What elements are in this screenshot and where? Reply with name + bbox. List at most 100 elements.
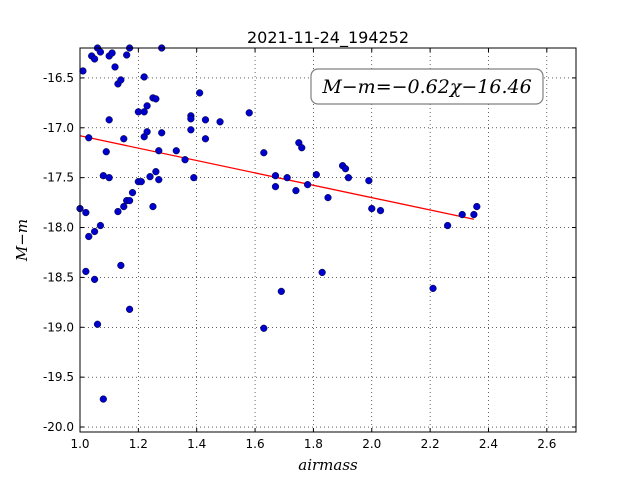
x-tick-label: 2.6 bbox=[537, 437, 556, 451]
y-tick-label: -16.5 bbox=[43, 71, 74, 85]
data-point bbox=[96, 48, 105, 56]
data-point bbox=[277, 287, 285, 295]
y-tick-label: -19.5 bbox=[43, 370, 74, 384]
data-point bbox=[312, 171, 320, 179]
data-point bbox=[201, 116, 210, 124]
data-point bbox=[99, 395, 107, 403]
x-tick-labels: 1.0 1.2 1.4 1.6 1.8 2.0 2.2 2.4 2.6 bbox=[70, 437, 556, 451]
plot-frame bbox=[79, 47, 577, 433]
data-point bbox=[341, 165, 350, 173]
data-point bbox=[196, 89, 204, 97]
data-point bbox=[79, 67, 87, 75]
data-point bbox=[82, 267, 90, 276]
data-point bbox=[473, 202, 481, 211]
y-axis-label: M−m bbox=[13, 219, 31, 262]
data-point bbox=[140, 108, 148, 116]
data-point bbox=[93, 320, 102, 328]
y-tick-label: -17.0 bbox=[43, 121, 74, 135]
data-point bbox=[85, 232, 93, 241]
data-point bbox=[245, 109, 253, 117]
data-point bbox=[126, 197, 134, 205]
data-point bbox=[271, 183, 280, 191]
data-point bbox=[143, 102, 151, 110]
data-point bbox=[260, 324, 268, 332]
data-point bbox=[303, 181, 312, 189]
data-point bbox=[82, 208, 90, 217]
x-tick-label: 1.8 bbox=[304, 437, 323, 451]
data-point bbox=[105, 116, 113, 124]
data-point bbox=[260, 149, 268, 157]
y-tick-label: -18.5 bbox=[43, 270, 74, 284]
data-point bbox=[298, 144, 306, 152]
x-tick-label: 1.0 bbox=[70, 437, 89, 451]
data-point bbox=[123, 51, 131, 59]
data-point bbox=[117, 261, 125, 270]
x-tick-label: 2.2 bbox=[421, 437, 440, 451]
data-point bbox=[105, 174, 113, 182]
data-point bbox=[292, 187, 300, 195]
x-axis-label: airmass bbox=[298, 456, 358, 474]
data-point bbox=[318, 268, 326, 277]
data-point bbox=[458, 210, 466, 219]
data-point bbox=[155, 176, 163, 184]
data-points bbox=[76, 44, 481, 403]
data-point bbox=[365, 177, 373, 185]
data-point bbox=[114, 207, 122, 216]
y-tick-label: -19.0 bbox=[43, 320, 74, 334]
x-tick-label: 2.4 bbox=[479, 437, 498, 451]
y-tick-labels: -16.5 -17.0 -17.5 -18.0 -18.5 -19.0 -19.5 -20.0 bbox=[43, 71, 74, 434]
data-point bbox=[143, 128, 151, 136]
data-point bbox=[146, 173, 154, 181]
data-point bbox=[149, 202, 157, 211]
x-tick-label: 1.2 bbox=[129, 437, 148, 451]
data-point bbox=[271, 172, 280, 180]
data-point bbox=[158, 129, 166, 137]
data-point bbox=[187, 115, 195, 123]
data-point bbox=[201, 135, 210, 143]
data-point bbox=[368, 204, 376, 213]
data-point bbox=[140, 73, 148, 81]
tick-marks bbox=[79, 48, 576, 432]
data-point bbox=[102, 148, 110, 156]
chart-title: 2021-11-24_194252 bbox=[247, 28, 409, 48]
data-point bbox=[190, 174, 198, 182]
data-point bbox=[429, 284, 437, 292]
data-point bbox=[283, 174, 291, 182]
data-point bbox=[181, 156, 189, 164]
x-tick-label: 1.4 bbox=[187, 437, 206, 451]
data-point bbox=[120, 135, 128, 143]
data-point bbox=[444, 221, 452, 230]
data-point bbox=[126, 305, 134, 313]
data-point bbox=[155, 147, 163, 155]
data-point bbox=[137, 178, 145, 186]
data-point bbox=[108, 49, 116, 57]
data-point bbox=[152, 168, 160, 176]
fit-annotation: M−m=−0.62χ−16.46 bbox=[310, 68, 544, 105]
y-tick-label: -20.0 bbox=[43, 420, 74, 434]
data-point bbox=[90, 275, 99, 283]
data-point bbox=[344, 174, 353, 182]
data-point bbox=[187, 126, 195, 134]
gridlines bbox=[79, 48, 576, 432]
data-point bbox=[470, 210, 478, 219]
data-point bbox=[324, 194, 332, 202]
y-tick-label: -17.5 bbox=[43, 171, 74, 185]
data-point bbox=[96, 221, 105, 230]
x-tick-label: 1.6 bbox=[246, 437, 265, 451]
x-tick-label: 2.0 bbox=[362, 437, 381, 451]
data-point bbox=[117, 76, 125, 84]
data-point bbox=[172, 147, 180, 155]
data-point bbox=[128, 189, 137, 197]
data-point bbox=[376, 206, 385, 215]
data-point bbox=[90, 55, 99, 63]
data-point bbox=[152, 95, 160, 103]
data-point bbox=[216, 118, 224, 126]
y-tick-label: -18.0 bbox=[43, 221, 74, 235]
data-point bbox=[111, 63, 119, 71]
data-point bbox=[120, 202, 128, 211]
annotation-text: M−m=−0.62χ−16.46 bbox=[321, 76, 531, 98]
annotation-box bbox=[310, 68, 544, 105]
data-point bbox=[90, 227, 99, 236]
data-point bbox=[85, 134, 93, 142]
